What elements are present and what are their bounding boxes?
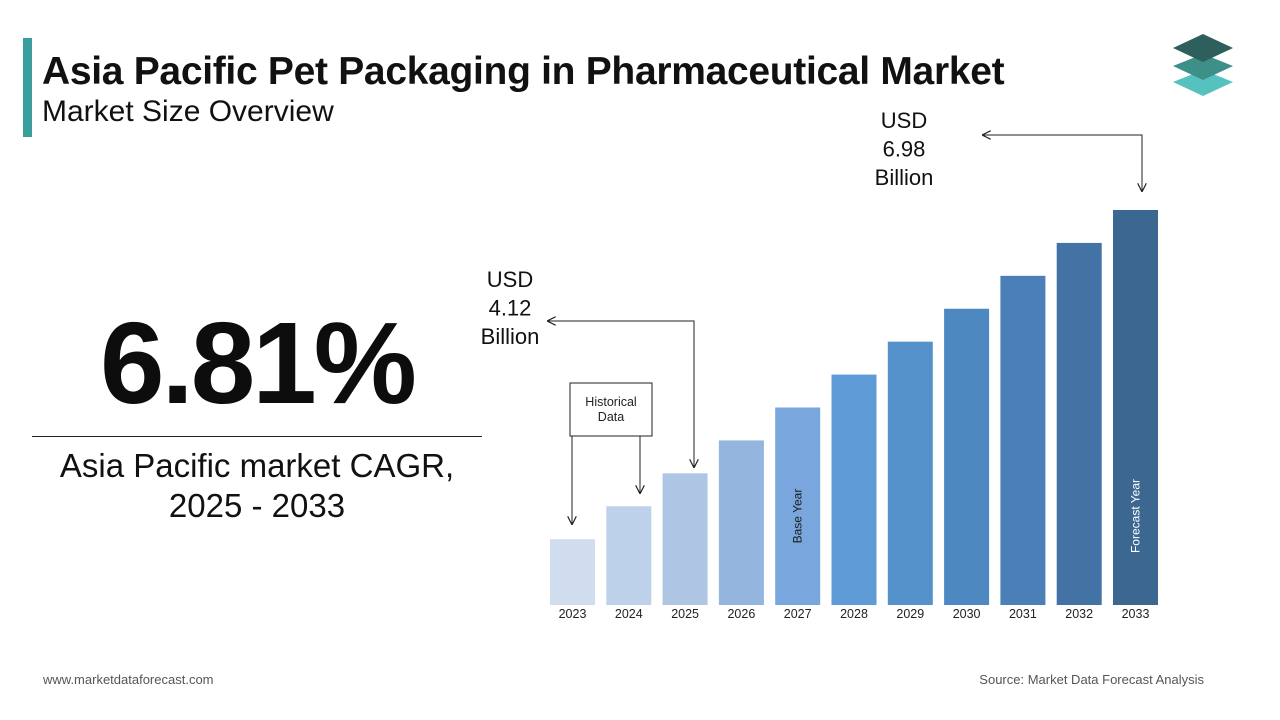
x-axis-tick-labels: 2023 2024 2025 2026 2027 2028 2029 2030 2031 2032… [559, 607, 1150, 621]
footer-website: www.marketdataforecast.com [43, 672, 214, 687]
page-subtitle: Market Size Overview [42, 95, 334, 128]
bar-2027 [775, 407, 821, 605]
bar-2032 [1056, 242, 1102, 605]
logo-icon [1173, 34, 1233, 96]
historical-data-label-line2: Data [598, 410, 624, 424]
bar-2028 [831, 374, 877, 605]
forecast-year-label: Forecast Year [1129, 479, 1143, 553]
x-tick-label-2033: 2033 [1122, 607, 1150, 621]
cagr-label-line2: 2025 - 2033 [168, 487, 346, 524]
bar-2023 [550, 539, 595, 605]
cagr-value: 6.81% [100, 298, 417, 428]
bar-2030 [944, 308, 990, 605]
callout-2025-line3: Billion [481, 324, 540, 349]
x-tick-label-2025: 2025 [671, 607, 699, 621]
cagr-label: Asia Pacific market CAGR, 2025 - 2033 [32, 446, 482, 526]
callout-2033-arrow [983, 135, 1142, 191]
x-tick-label-2026: 2026 [727, 607, 755, 621]
base-year-label: Base Year [791, 489, 805, 544]
x-tick-label-2031: 2031 [1009, 607, 1037, 621]
bar-2031 [1000, 275, 1046, 605]
x-tick-label-2027: 2027 [784, 607, 812, 621]
x-tick-label-2024: 2024 [615, 607, 643, 621]
logo-layer-mid [1173, 54, 1233, 80]
bar-2024 [606, 506, 652, 605]
callout-2033-line2: 6.98 [883, 137, 926, 162]
page-title: Asia Pacific Pet Packaging in Pharmaceut… [42, 50, 1005, 93]
logo-layer-bottom [1173, 70, 1233, 96]
footer-source: Source: Market Data Forecast Analysis [979, 672, 1204, 687]
bar-2025 [662, 473, 708, 605]
bar-2033 [1113, 210, 1158, 605]
cagr-label-line1: Asia Pacific market CAGR, [59, 447, 455, 484]
cagr-divider [32, 436, 482, 437]
bar-group [550, 210, 1158, 605]
x-tick-label-2023: 2023 [559, 607, 587, 621]
x-tick-label-2032: 2032 [1065, 607, 1093, 621]
callout-2033-line3: Billion [875, 165, 934, 190]
x-tick-label-2030: 2030 [953, 607, 981, 621]
historical-data-label-line1: Historical [585, 395, 636, 409]
callout-2033-line1: USD [881, 108, 927, 133]
title-accent-bar [23, 38, 32, 137]
x-tick-label-2028: 2028 [840, 607, 868, 621]
logo-layer-top [1173, 34, 1233, 62]
callout-2025-line1: USD [487, 267, 533, 292]
x-tick-label-2029: 2029 [896, 607, 924, 621]
callout-2025-arrow [548, 321, 694, 467]
bar-2026 [718, 440, 764, 605]
callout-2025-line2: 4.12 [489, 296, 532, 321]
bar-2029 [887, 341, 933, 605]
